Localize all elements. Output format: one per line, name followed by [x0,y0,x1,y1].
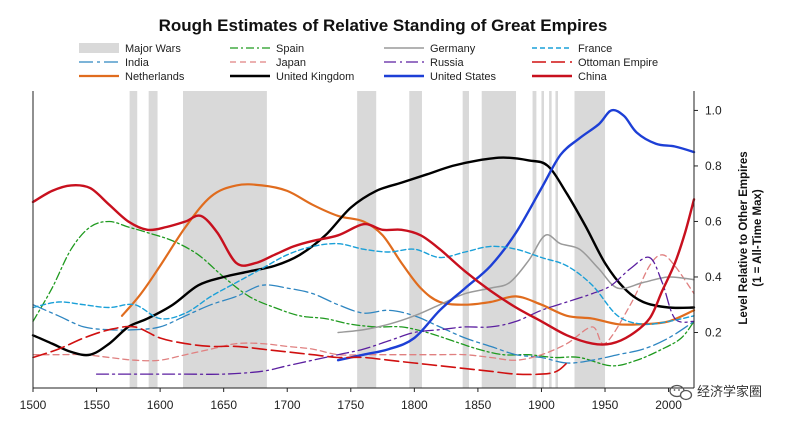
series-line-spain [32,220,695,367]
series-line-germany [337,234,695,334]
major-war-band [129,91,138,388]
major-war-band [555,91,558,388]
x-tick-label: 1550 [83,398,110,412]
x-tick-label: 1700 [274,398,301,412]
x-tick-label: 1900 [528,398,555,412]
watermark: 经济学家圈 [669,384,762,401]
series-line-russia [95,256,695,375]
major-war-band [182,91,267,388]
legend-label-germany: Germany [430,43,476,55]
x-tick-label: 1500 [20,398,47,412]
legend-label-united-states: United States [430,71,497,83]
series-line-united-kingdom [31,156,696,357]
series-layer [31,108,696,376]
legend-label-spain: Spain [276,43,304,55]
x-tick-label: 1950 [592,398,619,412]
series-line-china [31,183,696,346]
series-line-france [32,242,695,326]
legend-label-major-wars: Major Wars [125,43,181,55]
watermark-text: 经济学家圈 [697,384,762,400]
legend-label-russia: Russia [430,57,465,69]
legend-label-japan: Japan [276,57,306,69]
y-tick-label: 0.4 [705,270,722,284]
major-war-band [549,91,552,388]
legend-label-china: China [578,71,608,83]
x-tick-label: 2000 [655,398,682,412]
legend-label-netherlands: Netherlands [125,71,185,83]
x-tick-label: 1800 [401,398,428,412]
y-tick-label: 0.6 [705,214,722,228]
legend-label-ottoman-empire: Ottoman Empire [578,57,658,69]
y-tick-label: 0.8 [705,159,722,173]
legend-label-france: France [578,43,612,55]
major-war-band [541,91,545,388]
wechat-icon [669,384,693,401]
axes: 1500 1550 1600 1650 1700 1750 1800 1850 1900 1950… [20,91,764,412]
x-tick-label: 1600 [147,398,174,412]
major-war-band [357,91,377,388]
series-line-united-states [336,108,696,362]
chart-title: Rough Estimates of Relative Standing of … [159,16,608,35]
series-line-ottoman-empire [32,325,568,376]
major-war-band [532,91,537,388]
y-tick-label: 1.0 [705,103,722,117]
legend-swatch-major-wars [79,43,119,53]
y-axis-label: Level Relative to Other Empires (1 = All-… [738,151,764,324]
y-tick-label: 0.2 [705,325,722,339]
series-line-netherlands [120,183,696,326]
x-tick-label: 1750 [337,398,364,412]
major-wars-bands [129,91,606,388]
legend-label-united-kingdom: United Kingdom [276,71,354,83]
x-tick-label: 1650 [210,398,237,412]
legend-label-india: India [125,57,150,69]
x-tick-label: 1850 [465,398,492,412]
major-war-band [409,91,422,388]
major-war-band [148,91,158,388]
series-line-japan [32,254,695,362]
legend: Major Wars Spain Germany France India Japan Ru… [79,43,658,83]
major-war-band [462,91,470,388]
